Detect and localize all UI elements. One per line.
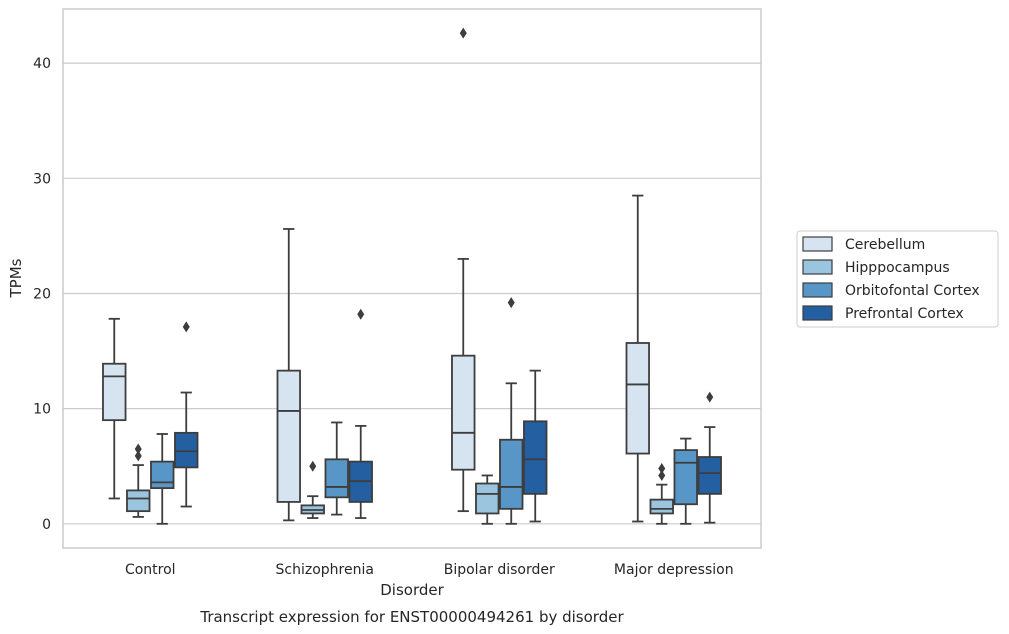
box-iqr — [126, 489, 151, 513]
box-1-1 — [300, 460, 325, 519]
box-1-0 — [276, 228, 301, 522]
y-tick-label: 0 — [42, 517, 51, 533]
x-tick-labels: Control Schizophrenia Bipolar disorder Majo… — [125, 562, 734, 578]
gridlines — [63, 62, 761, 525]
box-iqr — [673, 449, 698, 506]
box-groups — [102, 27, 722, 525]
box-1-3 — [348, 308, 373, 519]
legend-swatch — [802, 259, 833, 275]
box-iqr — [324, 458, 349, 499]
box-3-0 — [625, 194, 650, 523]
y-tick-label: 20 — [33, 286, 51, 302]
outlier-point — [507, 297, 515, 309]
chart-caption: Transcript expression for ENST0000049426… — [199, 608, 624, 626]
x-tick-label: Bipolar disorder — [444, 562, 555, 578]
y-tick-label: 40 — [33, 56, 51, 72]
x-tick-label: Major depression — [614, 562, 734, 578]
box-3-3 — [697, 391, 722, 524]
legend: Cerebellum Hipppocampus Orbitofontal Corte… — [796, 230, 999, 328]
box-0-3 — [174, 321, 199, 508]
x-tick-label: Schizophrenia — [276, 562, 374, 578]
box-2-0 — [451, 27, 476, 513]
legend-swatch — [802, 282, 833, 298]
box-iqr — [697, 456, 722, 495]
legend-frame — [796, 230, 999, 328]
box-0-1 — [126, 443, 151, 518]
box-3-2 — [673, 437, 698, 525]
legend-swatch — [802, 236, 833, 252]
box-iqr — [174, 431, 199, 469]
y-axis-label: TPMs — [7, 258, 25, 298]
box-iqr — [102, 362, 127, 422]
legend-label: Hipppocampus — [845, 260, 950, 276]
y-tick-label: 30 — [33, 171, 51, 187]
box-0-0 — [102, 317, 127, 500]
box-1-2 — [324, 421, 349, 516]
box-2-1 — [475, 474, 500, 525]
x-tick-label: Control — [125, 562, 176, 578]
outlier-point — [134, 443, 142, 455]
legend-label: Cerebellum — [845, 237, 925, 253]
box-iqr — [451, 354, 476, 471]
box-3-1 — [649, 463, 674, 525]
outlier-point — [459, 27, 467, 39]
box-iqr — [150, 460, 175, 490]
box-2-2 — [499, 297, 524, 525]
y-tick-label: 10 — [33, 402, 51, 418]
x-axis-label: Disorder — [380, 581, 444, 599]
outlier-point — [309, 460, 317, 472]
legend-swatch — [802, 305, 833, 321]
plot-frame — [62, 8, 762, 549]
outlier-point — [134, 450, 142, 462]
outlier-point — [658, 469, 666, 481]
box-iqr — [649, 498, 674, 515]
outlier-point — [706, 391, 714, 403]
legend-label: Prefrontal Cortex — [845, 306, 964, 322]
box-2-3 — [523, 369, 548, 523]
box-0-2 — [150, 433, 175, 525]
outlier-point — [357, 308, 365, 320]
box-iqr — [625, 342, 650, 455]
outlier-point — [658, 463, 666, 475]
y-tick-labels: 0 10 20 30 40 — [33, 56, 51, 533]
legend-label: Orbitofontal Cortex — [845, 283, 980, 299]
box-iqr — [523, 420, 548, 495]
box-iqr — [276, 369, 301, 503]
outlier-point — [182, 321, 190, 333]
box-iqr — [499, 438, 524, 510]
box-iqr — [475, 482, 500, 515]
